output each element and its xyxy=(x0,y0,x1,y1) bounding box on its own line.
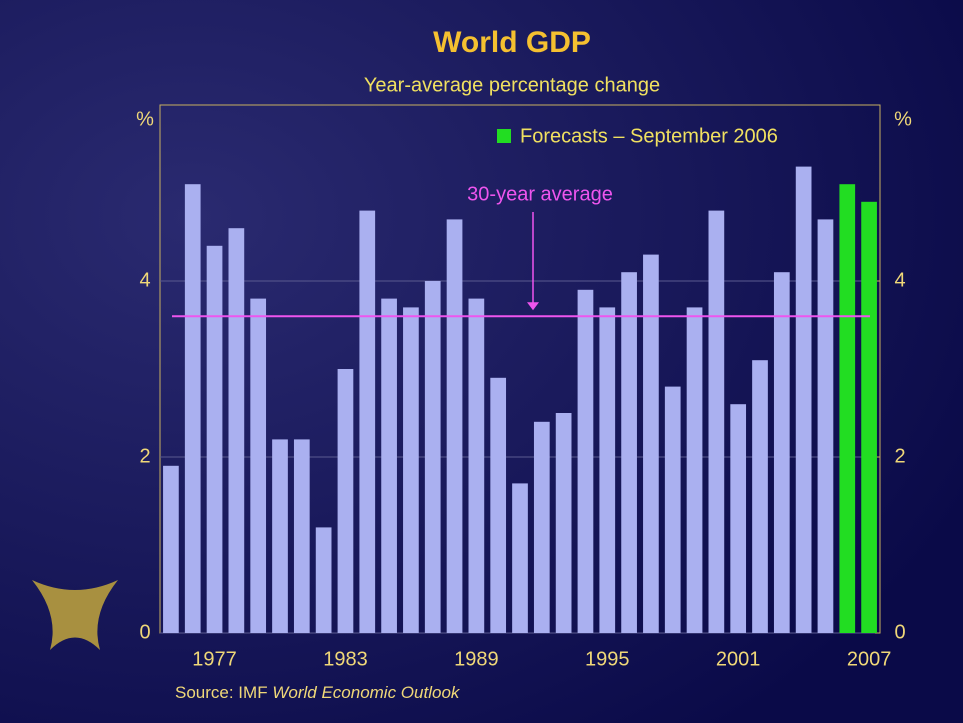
bar xyxy=(250,299,266,633)
y2-tick-label: 0 xyxy=(894,621,905,643)
bar xyxy=(512,483,528,633)
bar xyxy=(272,439,288,633)
bar xyxy=(469,299,485,633)
bar xyxy=(163,466,179,633)
bar xyxy=(381,299,397,633)
bar xyxy=(316,527,332,633)
bar xyxy=(338,369,354,633)
x-tick-label: 1989 xyxy=(454,648,499,670)
y2-tick-label: 2 xyxy=(894,445,905,467)
bar xyxy=(774,272,790,633)
source-title: World Economic Outlook xyxy=(272,683,461,702)
y2-axis-label: % xyxy=(894,108,912,130)
bar xyxy=(687,307,703,633)
bar xyxy=(490,378,506,633)
y-tick-label: 4 xyxy=(139,269,150,291)
bar xyxy=(229,228,245,633)
bar xyxy=(359,211,375,633)
bar xyxy=(709,211,725,633)
chart: World GDP Year-average percentage change… xyxy=(0,0,963,723)
source-prefix: Source: IMF xyxy=(175,683,268,702)
bar xyxy=(752,360,768,633)
bar xyxy=(294,439,310,633)
bar xyxy=(621,272,637,633)
bar xyxy=(207,246,223,633)
chart-title: World GDP xyxy=(433,26,591,59)
x-tick-label: 2001 xyxy=(716,648,761,670)
bar xyxy=(818,219,834,633)
bar xyxy=(665,387,681,633)
x-tick-label: 2007 xyxy=(847,648,892,670)
bar xyxy=(556,413,572,633)
bar xyxy=(643,255,659,633)
bar xyxy=(185,184,201,633)
bar xyxy=(730,404,746,633)
bar xyxy=(839,184,855,633)
bar xyxy=(861,202,877,633)
bar xyxy=(796,167,812,633)
x-tick-label: 1983 xyxy=(323,648,368,670)
bar xyxy=(534,422,550,633)
bar xyxy=(425,281,441,633)
chart-subtitle: Year-average percentage change xyxy=(364,74,660,96)
x-tick-label: 1995 xyxy=(585,648,630,670)
y-axis-label: % xyxy=(136,108,154,130)
source: Source: IMF World Economic Outlook xyxy=(175,683,461,702)
y-tick-label: 2 xyxy=(139,445,150,467)
y2-tick-label: 4 xyxy=(894,269,905,291)
bar xyxy=(599,307,615,633)
legend-label: Forecasts – September 2006 xyxy=(520,125,778,147)
x-tick-label: 1977 xyxy=(192,648,237,670)
legend-swatch xyxy=(497,129,511,143)
bar xyxy=(447,219,463,633)
bar xyxy=(403,307,419,633)
bar xyxy=(578,290,594,633)
reference-label: 30-year average xyxy=(467,183,613,205)
y-tick-label: 0 xyxy=(139,621,150,643)
